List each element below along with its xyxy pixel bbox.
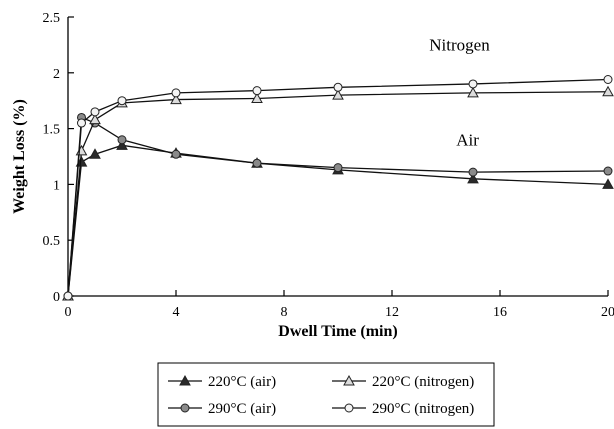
annotation-air: Air <box>456 130 479 149</box>
x-tick-label: 4 <box>173 305 180 320</box>
data-point <box>77 118 86 128</box>
series-1 <box>63 112 613 301</box>
legend: 220°C (air) 290°C (air) 220°C (nitrogen) 29… <box>157 362 495 427</box>
y-tick-label: 0.5 <box>43 234 61 249</box>
legend-marker <box>180 403 190 413</box>
data-point <box>332 89 344 100</box>
data-point <box>468 167 478 177</box>
series-line <box>67 78 609 297</box>
y-tick-label: 2 <box>53 67 60 82</box>
legend-label: 290°C (nitrogen) <box>372 401 474 417</box>
data-point <box>467 86 479 98</box>
legend-marker <box>179 374 191 386</box>
data-point <box>467 172 479 184</box>
legend-item: 220°C (nitrogen) <box>332 374 474 390</box>
data-point <box>171 88 181 98</box>
data-point <box>603 166 613 176</box>
x-tick-label: 16 <box>493 305 507 320</box>
legend-item: 290°C (nitrogen) <box>332 401 474 417</box>
legend-label: 220°C (nitrogen) <box>372 374 474 390</box>
data-point <box>602 85 614 97</box>
legend-marker <box>344 403 354 413</box>
data-point <box>252 86 262 96</box>
x-tick-label: 8 <box>281 305 288 320</box>
data-point <box>251 92 263 103</box>
data-point <box>75 144 88 156</box>
series-2 <box>62 85 614 301</box>
legend-label: 290°C (air) <box>208 401 276 417</box>
data-point <box>63 291 73 301</box>
x-tick-label: 0 <box>65 305 72 320</box>
data-point <box>171 149 181 159</box>
data-point <box>468 79 478 89</box>
y-tick-label: 2.5 <box>43 11 61 26</box>
y-tick-label: 1.5 <box>43 123 61 138</box>
series-3 <box>63 74 613 301</box>
y-tick-label: 0 <box>53 290 60 305</box>
data-point <box>603 74 613 84</box>
data-point <box>116 139 128 150</box>
data-point <box>89 148 101 159</box>
data-point <box>333 82 343 92</box>
legend-item: 220°C (air) <box>168 374 276 390</box>
data-point <box>333 163 343 173</box>
legend-item: 290°C (air) <box>168 401 276 417</box>
data-point <box>89 113 101 125</box>
plot-area: 0 0.5 1 1.5 2 2.5 0 4 8 12 16 20 Dwell Time (min) Wei… <box>11 11 614 427</box>
legend-marker <box>343 374 355 386</box>
data-point <box>252 158 262 168</box>
data-point <box>117 135 127 145</box>
series-line <box>67 116 609 297</box>
legend-box <box>157 362 495 427</box>
data-point <box>90 107 100 117</box>
data-point <box>170 93 182 105</box>
data-point <box>602 178 614 189</box>
x-tick-label: 12 <box>385 305 399 320</box>
legend-label: 220°C (air) <box>208 374 276 390</box>
x-axis-title: Dwell Time (min) <box>278 323 397 340</box>
annotation-nitrogen: Nitrogen <box>429 35 490 54</box>
x-tick-label: 20 <box>601 305 614 320</box>
series-line <box>67 91 609 297</box>
y-axis-title: Weight Loss (%) <box>11 99 28 214</box>
data-point <box>117 96 127 106</box>
y-tick-label: 1 <box>53 178 60 193</box>
